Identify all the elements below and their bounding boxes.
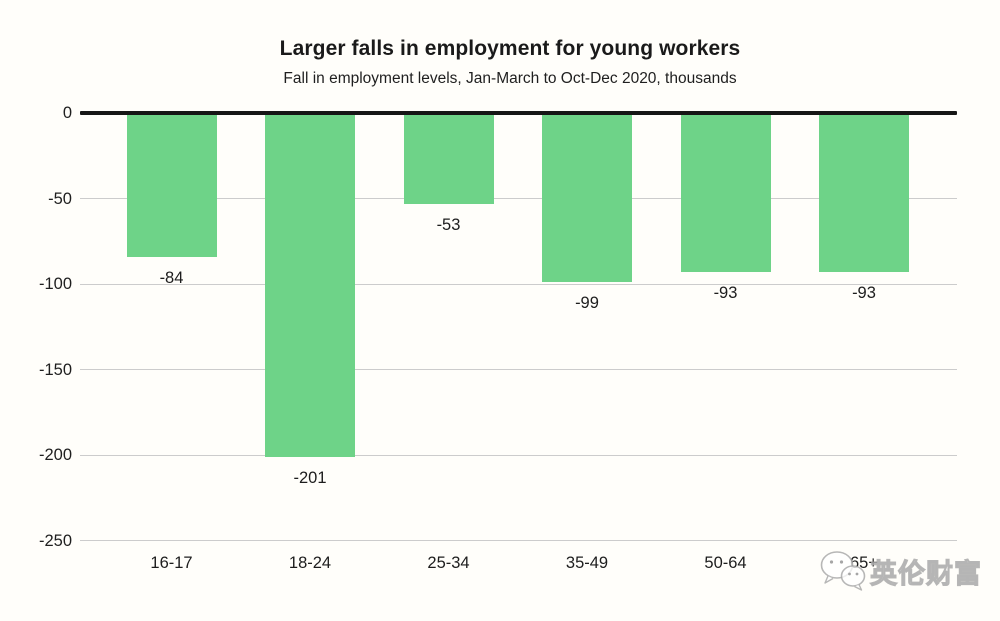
bar-value-label: -201 bbox=[293, 468, 327, 487]
x-axis-category-label: 25-34 bbox=[427, 554, 470, 572]
y-axis-tick-label: 0 bbox=[62, 104, 72, 122]
chart-title: Larger falls in employment for young wor… bbox=[279, 37, 741, 60]
bar-value-label: -93 bbox=[713, 284, 738, 303]
gridline bbox=[80, 198, 957, 199]
bar-value-label: -99 bbox=[575, 294, 599, 313]
x-axis-category-label: 16-17 bbox=[150, 554, 193, 572]
y-axis-tick-label: -100 bbox=[38, 275, 72, 293]
bar-16-17 bbox=[126, 113, 217, 257]
y-axis-tick-label: -250 bbox=[38, 531, 72, 550]
bar-value-label: -93 bbox=[852, 284, 876, 303]
y-axis-tick-label: -50 bbox=[48, 189, 72, 208]
chart-subtitle: Fall in employment levels, Jan-March to … bbox=[283, 70, 737, 87]
bar-50-64 bbox=[680, 113, 771, 273]
bar-25-34 bbox=[403, 113, 494, 204]
bar-18-24 bbox=[265, 113, 355, 457]
y-axis-tick-label: -200 bbox=[38, 446, 72, 464]
bar-65+ bbox=[819, 113, 909, 273]
bar-35-49 bbox=[542, 113, 632, 283]
x-axis-category-label: 18-24 bbox=[288, 554, 332, 572]
watermark: 英伦财富 bbox=[818, 549, 1000, 593]
zero-baseline bbox=[80, 111, 957, 115]
bar-value-label: -53 bbox=[436, 215, 461, 234]
watermark-text: 英伦财富 bbox=[869, 558, 982, 589]
x-axis-category-label: 35-49 bbox=[565, 554, 609, 572]
bar-value-label: -84 bbox=[159, 268, 184, 287]
gridline bbox=[80, 454, 957, 456]
wechat-icon bbox=[820, 551, 866, 591]
y-axis-tick-label: -150 bbox=[38, 360, 72, 379]
gridline bbox=[80, 540, 957, 541]
x-axis-category-label: 50-64 bbox=[704, 554, 747, 572]
gridline bbox=[80, 283, 957, 285]
gridline bbox=[80, 369, 957, 370]
